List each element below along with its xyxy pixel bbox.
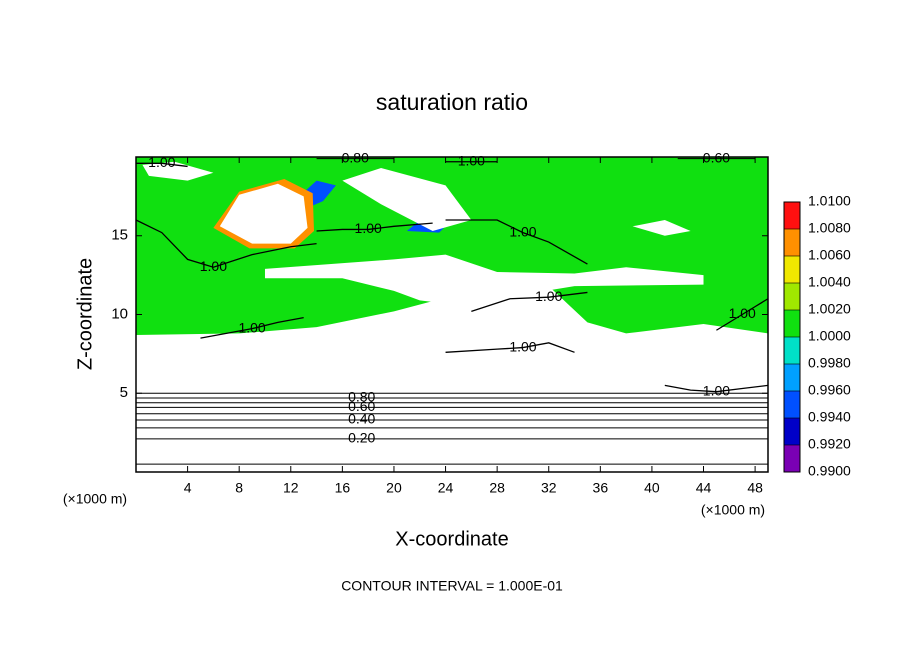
x-tick-label: 8 bbox=[235, 480, 243, 496]
x-tick-label: 24 bbox=[438, 480, 454, 496]
contour-label: 0.40 bbox=[348, 411, 375, 427]
unit-label: (×1000 m) bbox=[701, 502, 765, 518]
colorbar-label: 1.0020 bbox=[808, 301, 851, 317]
colorbar-label: 1.0080 bbox=[808, 220, 851, 236]
colorbar-bin bbox=[784, 364, 800, 391]
contour-line bbox=[135, 219, 317, 268]
x-tick-label: 40 bbox=[644, 480, 660, 496]
contour-label: 0.80 bbox=[348, 389, 375, 405]
x-tick-label: 12 bbox=[283, 480, 299, 496]
x-tick-label: 36 bbox=[593, 480, 609, 496]
x-tick-label: 44 bbox=[696, 480, 712, 496]
colorbar-bin bbox=[784, 229, 800, 256]
colorbar-label: 1.0040 bbox=[808, 274, 851, 290]
region bbox=[632, 220, 691, 236]
colorbar-bin bbox=[784, 337, 800, 364]
x-axis-label: X-coordinate bbox=[395, 528, 508, 550]
y-tick-label: 10 bbox=[111, 305, 128, 322]
y-axis-label: Z-coordinate bbox=[74, 258, 96, 370]
contour-label: 0.20 bbox=[348, 430, 375, 446]
contour-label: 1.00 bbox=[200, 258, 227, 274]
x-tick-label: 32 bbox=[541, 480, 557, 496]
region bbox=[142, 161, 214, 181]
colorbar-label: 0.9920 bbox=[808, 436, 851, 452]
x-tick-label: 28 bbox=[489, 480, 505, 496]
contour-line bbox=[445, 342, 575, 353]
contour-label: 1.00 bbox=[355, 220, 382, 236]
colorbar-label: 1.0100 bbox=[808, 193, 851, 209]
contour-line bbox=[471, 291, 588, 312]
colorbar-label: 0.9900 bbox=[808, 463, 851, 479]
x-tick-label: 4 bbox=[184, 480, 192, 496]
colorbar-label: 0.9960 bbox=[808, 382, 851, 398]
colorbar-bin bbox=[784, 391, 800, 418]
colorbar-bin bbox=[784, 310, 800, 337]
contour-line bbox=[136, 162, 188, 168]
contour-line bbox=[200, 317, 304, 339]
colorbar-bin bbox=[784, 202, 800, 229]
contour-label: 1.00 bbox=[509, 223, 536, 239]
colorbar-label: 0.9980 bbox=[808, 355, 851, 371]
y-tick-label: 15 bbox=[111, 227, 128, 244]
x-tick-label: 20 bbox=[386, 480, 402, 496]
colorbar-label: 1.0000 bbox=[808, 328, 851, 344]
unit-label: (×1000 m) bbox=[63, 491, 127, 507]
region bbox=[342, 168, 472, 232]
region bbox=[136, 157, 768, 335]
region bbox=[264, 254, 704, 307]
contour-label: 1.00 bbox=[729, 305, 756, 321]
contour-line bbox=[445, 219, 588, 265]
contour-line bbox=[316, 222, 433, 232]
colorbar-bin bbox=[784, 445, 800, 472]
contour-label: 1.00 bbox=[458, 152, 485, 168]
contour-label: 0.60 bbox=[348, 398, 375, 414]
colorbar-label: 0.9940 bbox=[808, 409, 851, 425]
colorbar-bin bbox=[784, 283, 800, 310]
colorbar-bin bbox=[784, 418, 800, 445]
y-tick-label: 5 bbox=[120, 384, 128, 401]
region bbox=[219, 183, 308, 244]
contour-label: 1.00 bbox=[509, 338, 536, 354]
x-tick-label: 16 bbox=[335, 480, 351, 496]
chart-title: saturation ratio bbox=[376, 89, 528, 115]
contour-label: 1.00 bbox=[148, 154, 175, 170]
contour-line bbox=[716, 298, 769, 331]
colorbar-bin bbox=[784, 256, 800, 283]
contour-label: 1.00 bbox=[238, 319, 265, 335]
colorbar-label: 1.0060 bbox=[808, 247, 851, 263]
contour-label: 1.00 bbox=[703, 382, 730, 398]
contour-line bbox=[664, 384, 769, 393]
x-tick-label: 48 bbox=[747, 480, 763, 496]
footer: CONTOUR INTERVAL = 1.000E-01 bbox=[341, 578, 563, 594]
contour-label: 1.00 bbox=[535, 288, 562, 304]
